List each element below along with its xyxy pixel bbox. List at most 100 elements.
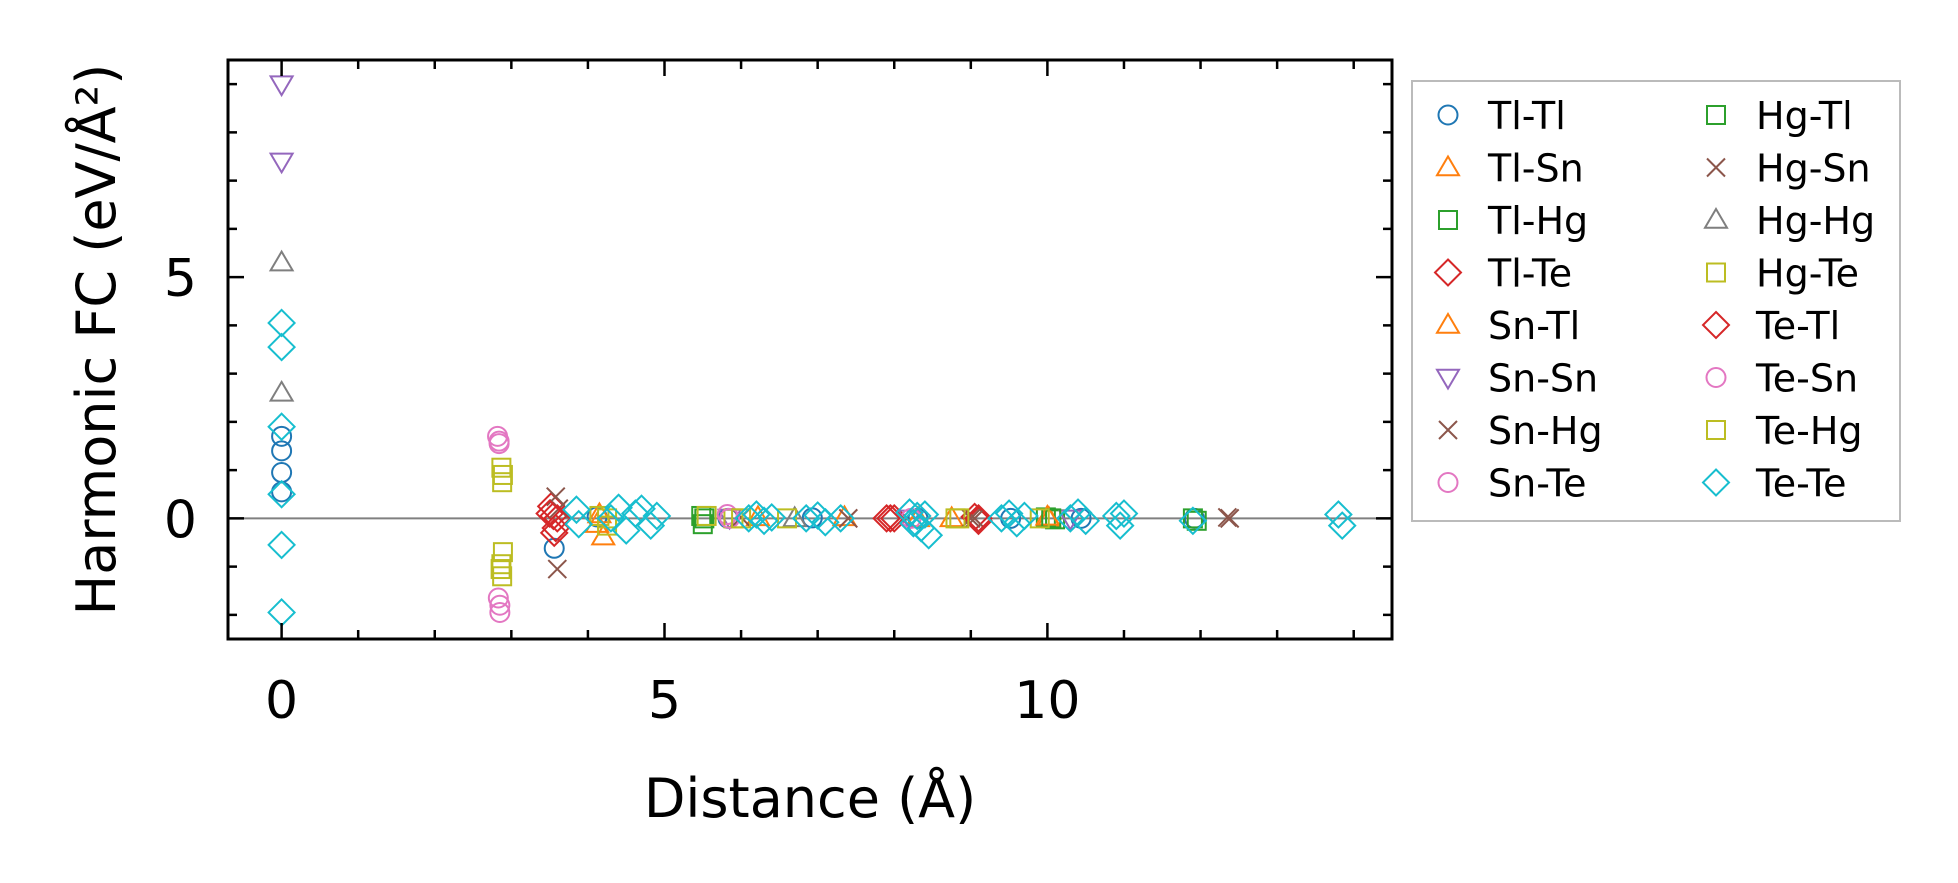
- x-tick-label: 0: [265, 671, 298, 731]
- legend-entry: Hg-Tl: [1706, 94, 1853, 138]
- data-point: [487, 587, 509, 609]
- data-point: [492, 542, 513, 563]
- plot-frame: [226, 58, 1394, 641]
- data-point: [716, 504, 738, 526]
- data-point: [987, 503, 1016, 533]
- series-hg-hg: [268, 249, 808, 528]
- data-point: [547, 559, 567, 579]
- data-point: [268, 249, 295, 272]
- data-point: [777, 508, 798, 529]
- data-point: [1327, 511, 1357, 541]
- data-point: [910, 500, 940, 529]
- data-point: [611, 516, 641, 545]
- data-point: [1057, 509, 1084, 532]
- data-point: [488, 430, 510, 452]
- data-point: [902, 501, 932, 531]
- legend-label: Sn-Hg: [1488, 409, 1603, 453]
- data-point: [271, 440, 293, 462]
- series-sn-sn: [268, 75, 1084, 532]
- data-point: [1041, 508, 1062, 529]
- data-point: [268, 152, 295, 175]
- data-point: [1010, 501, 1039, 531]
- data-point: [1029, 508, 1050, 529]
- legend-entry: Hg-Hg: [1703, 199, 1875, 243]
- x-axis-label: Distance (Å): [644, 766, 976, 830]
- legend-marker: [1705, 367, 1727, 388]
- data-point: [535, 499, 565, 528]
- data-point: [586, 501, 613, 524]
- legend-entry: Hg-Sn: [1706, 147, 1871, 191]
- data-point: [757, 502, 787, 532]
- legend-marker: [1437, 472, 1459, 493]
- data-point: [719, 507, 741, 529]
- legend-marker: [1703, 207, 1729, 229]
- data-point: [267, 479, 297, 509]
- x-tick-label: 10: [1014, 671, 1080, 731]
- series-te-sn: [488, 430, 741, 616]
- legend-label: Te-Te: [1755, 462, 1847, 506]
- legend-marker: [1706, 157, 1726, 178]
- data-point: [1323, 500, 1353, 529]
- legend-entry: Tl-Sn: [1435, 147, 1584, 191]
- data-point: [914, 520, 944, 550]
- legend-entry: Te-Tl: [1701, 304, 1840, 348]
- legend-marker: [1435, 154, 1461, 177]
- data-point: [267, 530, 297, 560]
- legend-label: Tl-Sn: [1487, 147, 1584, 191]
- data-point: [696, 505, 717, 526]
- data-point: [898, 508, 928, 538]
- data-point: [271, 425, 293, 447]
- legend-entry: Te-Sn: [1705, 357, 1858, 401]
- data-point: [489, 594, 511, 616]
- data-point: [492, 464, 513, 485]
- legend-entry: Sn-Tl: [1435, 304, 1580, 348]
- legend: Tl-Tl Tl-Sn Tl-Hg Tl-Te Sn-Tl Sn-Sn Sn-Hg Sn-Te…: [1411, 80, 1901, 522]
- data-point: [539, 518, 569, 548]
- legend-label: Hg-Sn: [1756, 147, 1871, 191]
- y-axis-label: Harmonic FC (eV/Å²): [64, 64, 128, 616]
- data-point: [1109, 499, 1139, 528]
- data-point: [546, 486, 566, 507]
- legend-entry: Hg-Te: [1706, 252, 1859, 296]
- legend-marker: [1438, 420, 1458, 440]
- data-point: [268, 75, 295, 98]
- data-point: [964, 503, 993, 533]
- data-point: [694, 508, 715, 529]
- data-point: [492, 566, 513, 587]
- data-point: [564, 509, 594, 539]
- legend-label: Te-Sn: [1755, 357, 1858, 401]
- legend-label: Hg-Hg: [1756, 199, 1875, 243]
- legend-label: Te-Tl: [1755, 304, 1840, 348]
- legend-marker: [1706, 262, 1726, 283]
- data-point: [267, 598, 297, 627]
- data-point: [1002, 508, 1032, 538]
- data-point: [543, 537, 565, 559]
- legend-marker: [1435, 368, 1461, 391]
- legend-entry: Te-Te: [1701, 462, 1847, 506]
- data-point: [636, 511, 666, 541]
- legend-entry: Sn-Hg: [1438, 409, 1603, 453]
- legend-label: Sn-Te: [1488, 462, 1587, 506]
- legend-entry: Tl-Tl: [1437, 94, 1566, 138]
- data-point: [642, 501, 672, 531]
- data-point: [781, 505, 808, 528]
- data-point: [267, 332, 297, 362]
- data-point: [271, 481, 293, 503]
- data-point: [604, 493, 633, 523]
- series-sn-hg: [546, 486, 1240, 579]
- legend-label: Sn-Tl: [1488, 304, 1580, 348]
- legend-entry: Sn-Sn: [1435, 357, 1598, 401]
- data-point: [731, 508, 752, 529]
- axes: 0 5 10 0 5 Distance (Å) Harmonic FC (eV/Å²): [64, 58, 1394, 830]
- legend-label: Tl-Hg: [1487, 199, 1588, 243]
- series-tl-tl: [271, 425, 1205, 559]
- legend-label: Te-Hg: [1755, 409, 1863, 453]
- legend-entry: Sn-Te: [1437, 462, 1587, 506]
- data-point: [749, 506, 779, 536]
- data-point: [826, 503, 856, 533]
- legend-marker: [1706, 420, 1726, 440]
- data-point: [620, 499, 650, 528]
- data-point: [810, 507, 840, 537]
- legend-marker: [1701, 310, 1731, 340]
